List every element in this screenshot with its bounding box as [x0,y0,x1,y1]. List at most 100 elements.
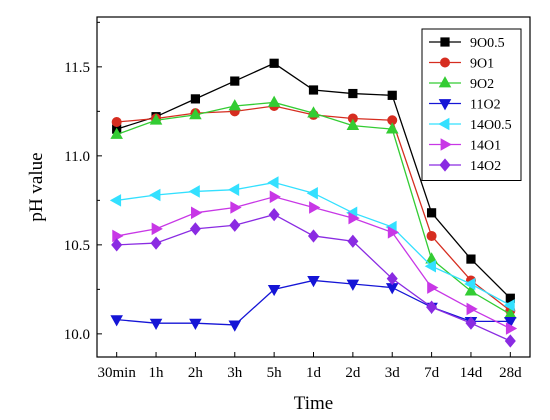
data-point [466,254,476,264]
legend-marker [439,158,451,172]
series-line [116,196,511,330]
data-point [191,206,203,220]
series-14O2 [111,207,516,348]
data-point [151,222,163,236]
data-point [308,85,319,95]
data-point [110,127,123,139]
x-tick-label: 28d [499,365,522,381]
data-point [307,106,320,118]
legend-label: 9O2 [470,77,494,92]
data-point [427,281,439,294]
data-point [346,279,360,291]
data-point [268,207,280,222]
data-point [348,88,358,99]
data-point [385,122,399,134]
y-axis-title: pH value [26,152,47,221]
axes: 30min 1h 2h 3h 5h 1d 2d 3d 7d 14d 28d 10.0 10.5 11.0 1… [64,16,531,381]
data-point [504,316,517,329]
data-point [426,230,437,241]
data-point [228,320,242,332]
data-point [503,299,515,312]
data-point [426,300,438,314]
data-point [267,95,281,107]
data-point [504,334,516,348]
x-tick-label: 1d [306,365,322,381]
legend-label: 9O0.5 [470,36,505,51]
data-point [189,108,202,120]
legend-box [421,28,522,181]
data-point [230,201,242,214]
y-tick-label: 11.5 [64,60,90,76]
x-tick-label: 3d [385,365,401,381]
data-point [307,276,320,288]
data-point [347,234,359,248]
data-point [189,222,201,236]
x-tick-label: 2h [188,365,204,381]
legend: 9O0.5 9O1 9O2 11O2 14O0.5 14O1 14O2 [421,28,522,181]
series-layer [109,58,518,348]
legend-marker [438,117,450,131]
data-point [149,188,161,202]
data-point [386,272,398,286]
data-point [227,183,240,196]
x-tick-label: 5h [267,365,283,381]
data-point [464,284,478,296]
x-tick-label: 1h [149,365,165,381]
data-point [465,316,477,330]
data-point [426,208,437,218]
data-point [267,284,281,297]
x-tick-label: 3h [227,365,243,381]
x-tick-label: 14d [460,365,483,381]
legend-marker [440,37,450,47]
x-tick-label: 2d [345,365,361,381]
x-axis-title: Time [294,393,333,414]
legend-marker [438,76,452,88]
y-tick-label: 11.0 [64,149,90,165]
data-point [306,186,318,200]
data-point [149,318,163,330]
data-point [464,277,476,291]
data-point [307,229,320,243]
data-point [230,76,240,86]
data-point [387,90,397,100]
legend-marker [439,57,450,68]
data-point [188,185,200,198]
data-point [309,201,321,214]
data-point [189,318,202,330]
series-11O2 [110,276,517,332]
data-point [269,58,279,68]
x-tick-label: 30min [98,365,137,381]
series-14O1 [112,190,518,335]
series-14O0.5 [109,176,515,312]
data-point [190,94,201,104]
data-point [150,236,162,250]
data-point [229,218,241,232]
data-point [267,176,279,189]
data-point [424,259,436,273]
data-point [109,194,122,207]
data-point [228,99,242,111]
legend-label: 14O1 [470,139,501,154]
y-tick-label: 10.0 [64,327,90,343]
data-point [466,302,478,316]
data-point [348,211,360,225]
y-tick-label: 10.5 [64,238,90,254]
legend-marker [440,138,452,151]
x-tick-label: 7d [424,365,440,381]
legend-label: 11O2 [470,98,501,113]
legend-marker [438,99,452,111]
data-point [387,226,400,239]
data-point [112,229,124,243]
data-point [149,113,163,125]
series-9O2 [110,95,517,319]
data-point [111,238,123,252]
legend-label: 9O1 [470,57,494,72]
data-point [111,117,122,128]
data-point [269,190,281,204]
data-point [346,118,360,130]
data-point [110,315,123,327]
legend-label: 14O2 [470,159,501,174]
data-point [505,322,518,335]
